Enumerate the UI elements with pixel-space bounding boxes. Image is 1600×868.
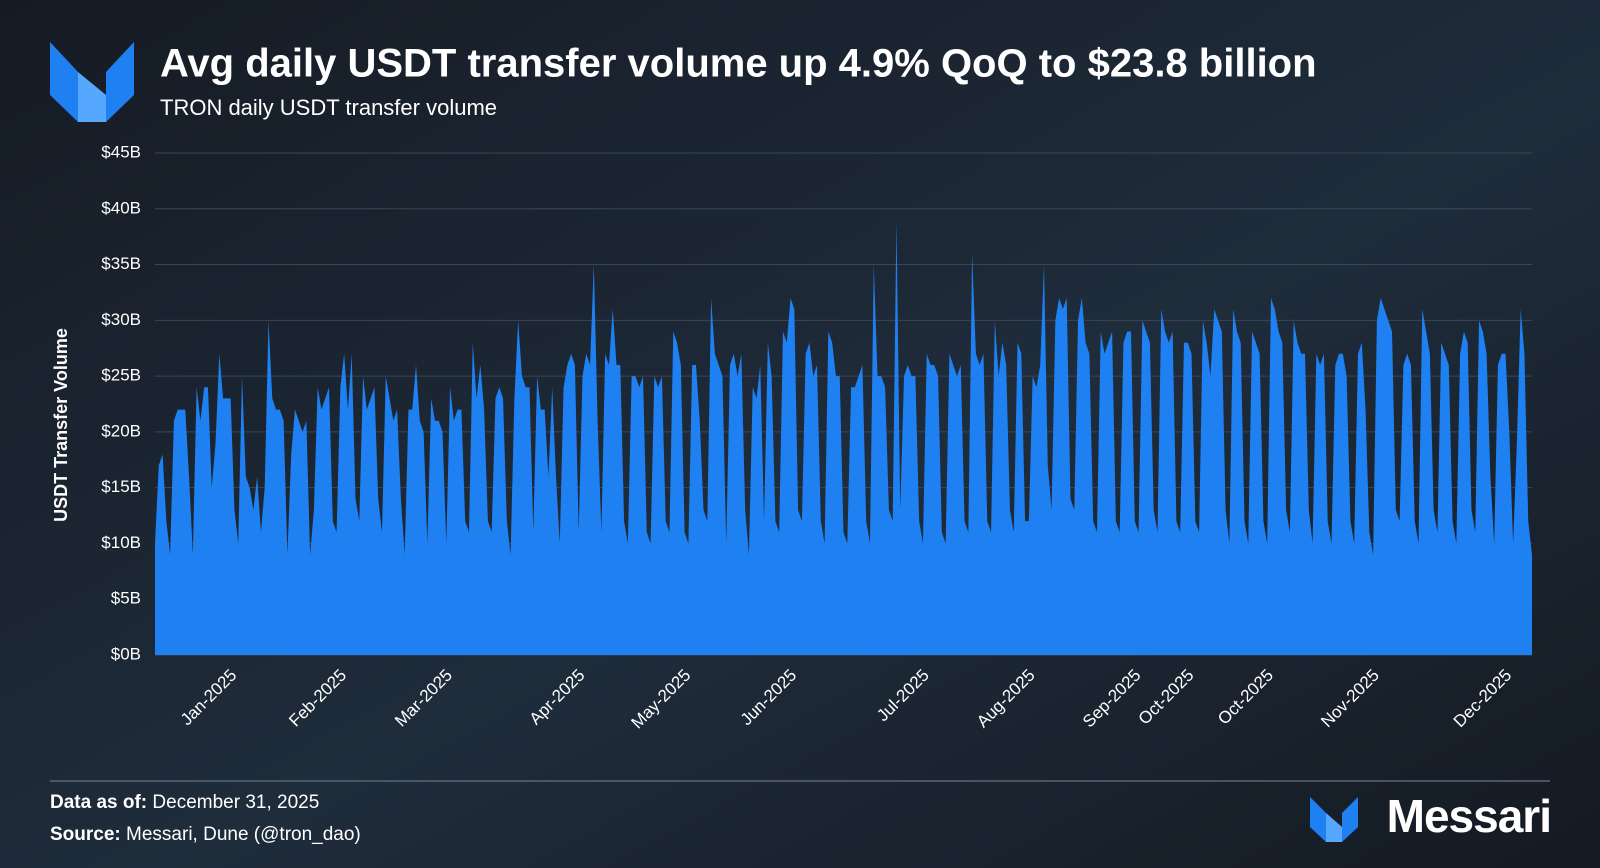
brand-name: Messari xyxy=(1387,790,1551,842)
logo xyxy=(50,42,134,122)
y-tick-label: $20B xyxy=(101,421,141,440)
y-tick-label: $35B xyxy=(101,254,141,273)
y-axis-label: USDT Transfer Volume xyxy=(51,328,71,522)
y-tick-label: $40B xyxy=(101,198,141,217)
area xyxy=(155,219,1532,655)
y-tick-label: $30B xyxy=(101,310,141,329)
y-tick-label: $5B xyxy=(111,589,141,608)
footer-source-value: Messari, Dune (@tron_dao) xyxy=(126,824,361,845)
y-tick-label: $15B xyxy=(101,477,141,496)
y-tick-label: $0B xyxy=(111,644,141,663)
footer-date: Data as of: December 31, 2025 xyxy=(50,792,319,813)
brand-logo xyxy=(1310,797,1358,842)
footer-date-label: Data as of: xyxy=(50,792,147,813)
y-tick-label: $10B xyxy=(101,533,141,552)
chart-title: Avg daily USDT transfer volume up 4.9% Q… xyxy=(160,42,1317,86)
footer-source-label: Source: xyxy=(50,824,121,845)
footer-date-value: December 31, 2025 xyxy=(152,792,319,813)
chart-subtitle: TRON daily USDT transfer volume xyxy=(160,95,497,120)
y-tick-label: $45B xyxy=(101,142,141,161)
footer-source: Source: Messari, Dune (@tron_dao) xyxy=(50,824,361,845)
y-tick-label: $25B xyxy=(101,366,141,385)
